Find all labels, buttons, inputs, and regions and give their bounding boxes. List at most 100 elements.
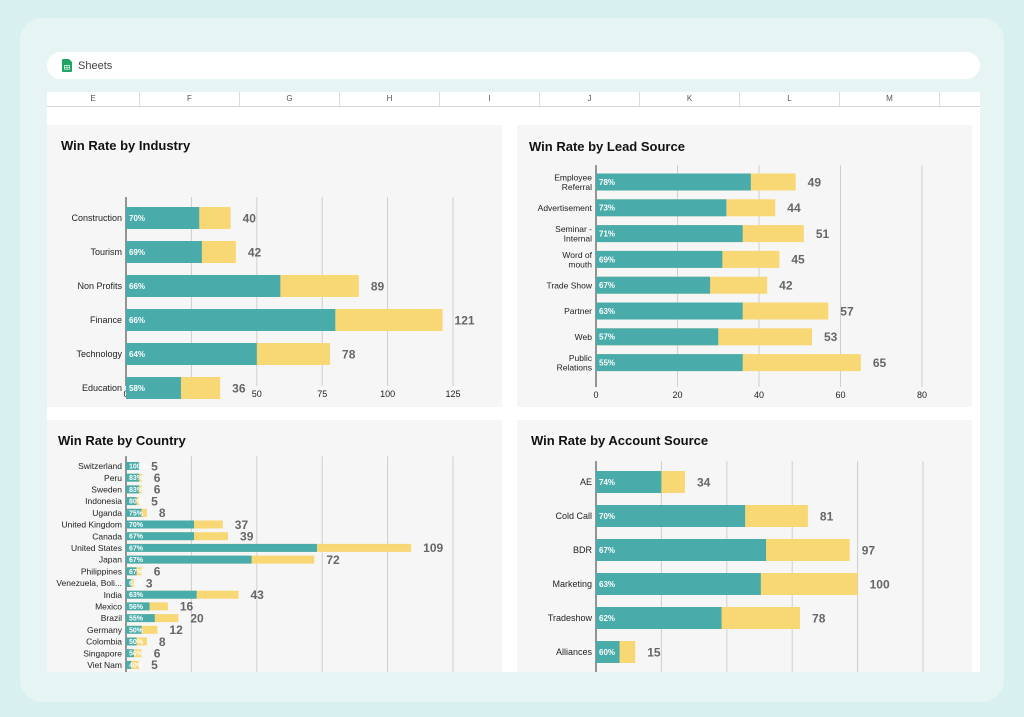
bar-won: [596, 173, 751, 191]
total-count-label: 6: [154, 471, 161, 485]
category-label: Switzerland: [78, 461, 122, 471]
bar-won: [596, 641, 620, 663]
win-rate-label: 58%: [129, 384, 145, 393]
total-count-label: 39: [240, 530, 254, 544]
total-count-label: 89: [371, 279, 385, 293]
chart-card-account-source[interactable]: Win Rate by Account Source 74% 34 AE 70% 81 C…: [517, 420, 972, 672]
win-rate-label: 55%: [129, 616, 144, 623]
column-header-h[interactable]: H: [340, 92, 440, 106]
win-rate-label: 62%: [599, 614, 615, 623]
x-tick-label: 125: [445, 389, 460, 399]
total-count-label: 42: [248, 245, 262, 259]
category-label: Partner: [564, 306, 592, 316]
total-count-label: 44: [787, 201, 801, 215]
column-header-k[interactable]: K: [640, 92, 740, 106]
category-label: AE: [580, 477, 592, 487]
bar-won: [126, 275, 281, 297]
total-count-label: 6: [154, 483, 161, 497]
column-header-j[interactable]: J: [540, 92, 640, 106]
x-tick-label: 75: [317, 389, 327, 399]
win-rate-label: 74%: [599, 478, 615, 487]
x-tick-label: 50: [252, 389, 262, 399]
win-rate-label: 75%: [129, 510, 144, 517]
win-rate-label: 69%: [129, 248, 145, 257]
total-count-label: 72: [326, 553, 340, 567]
total-count-label: 36: [232, 381, 246, 395]
bar-won: [126, 602, 150, 611]
category-label: Uganda: [92, 508, 122, 518]
spreadsheet-area: E F G H I J K L M Win Rate by Industry 0…: [47, 92, 980, 672]
bar-won: [596, 354, 743, 372]
category-label: Education: [82, 383, 122, 393]
category-label: Non Profits: [77, 281, 122, 291]
bar-won: [596, 539, 767, 561]
total-count-label: 5: [151, 658, 158, 672]
bar-won: [596, 573, 761, 595]
bar-won: [596, 302, 743, 320]
win-rate-label: 83%: [129, 475, 144, 482]
bar-won: [126, 590, 197, 599]
bar-won: [126, 377, 181, 399]
column-header-e[interactable]: E: [47, 92, 140, 106]
win-rate-label: 50%: [129, 639, 144, 646]
total-count-label: 81: [820, 509, 834, 523]
total-count-label: 100: [870, 577, 890, 591]
bar-won: [126, 567, 137, 576]
category-label: Public Relations: [557, 353, 593, 373]
column-header-row: E F G H I J K L M: [47, 92, 980, 107]
bar-won: [596, 328, 719, 346]
total-count-label: 78: [342, 347, 356, 361]
category-label: Venezuela, Boli...: [56, 578, 122, 588]
win-rate-label: 64%: [129, 350, 145, 359]
chart-card-lead-source[interactable]: Win Rate by Lead Source 0 20 40 60 80 78% 49 Em…: [517, 125, 972, 407]
win-rate-label: 63%: [599, 580, 615, 589]
total-count-label: 57: [840, 304, 854, 318]
category-label: Construction: [71, 213, 122, 223]
bar-won: [596, 276, 711, 294]
category-label-line: mouth: [568, 259, 592, 269]
total-count-label: 45: [791, 253, 805, 267]
category-label-line: Employee: [554, 173, 592, 183]
total-count-label: 109: [423, 541, 443, 555]
column-header-i[interactable]: I: [440, 92, 540, 106]
win-rate-label: 50%: [129, 627, 144, 634]
win-rate-label: 70%: [129, 522, 144, 529]
chart-card-industry[interactable]: Win Rate by Industry 025507510012570%40C…: [47, 125, 502, 407]
bar-won: [126, 520, 195, 529]
bar-won: [126, 555, 252, 564]
win-rate-label: 66%: [129, 282, 145, 291]
bar-won: [126, 309, 336, 331]
category-label: Technology: [76, 349, 122, 359]
bar-won: [596, 505, 746, 527]
chart-title-account-source: Win Rate by Account Source: [531, 433, 709, 448]
chart-title-industry: Win Rate by Industry: [61, 138, 191, 153]
bar-won: [126, 579, 132, 587]
total-count-label: 3: [146, 576, 153, 590]
column-header-f[interactable]: F: [140, 92, 240, 106]
total-count-label: 8: [159, 506, 166, 520]
category-label: India: [104, 590, 123, 600]
column-header-l[interactable]: L: [740, 92, 840, 106]
category-label: Seminar -Internal: [555, 224, 592, 244]
total-count-label: 42: [779, 279, 793, 293]
chart-card-country[interactable]: Win Rate by Country 100% 5 Switzerland 83% 6…: [47, 420, 502, 672]
total-count-label: 43: [250, 588, 264, 602]
bar-won: [126, 660, 132, 669]
bar-won: [596, 250, 723, 268]
sheets-icon: [62, 59, 72, 72]
column-header-g[interactable]: G: [240, 92, 340, 106]
total-count-label: 65: [873, 356, 887, 370]
sheets-tab-bar[interactable]: Sheets: [47, 52, 980, 79]
bar-total: [126, 637, 147, 646]
total-count-label: 8: [159, 635, 166, 649]
x-tick-label: 40: [754, 390, 764, 400]
total-count-label: 34: [697, 475, 711, 489]
win-rate-label: 83%: [129, 487, 144, 494]
win-rate-label: 78%: [599, 178, 615, 187]
category-label-line: Referral: [562, 182, 592, 192]
chart-title-lead-source: Win Rate by Lead Source: [529, 139, 685, 154]
total-count-label: 97: [862, 543, 876, 557]
column-header-m[interactable]: M: [840, 92, 940, 106]
